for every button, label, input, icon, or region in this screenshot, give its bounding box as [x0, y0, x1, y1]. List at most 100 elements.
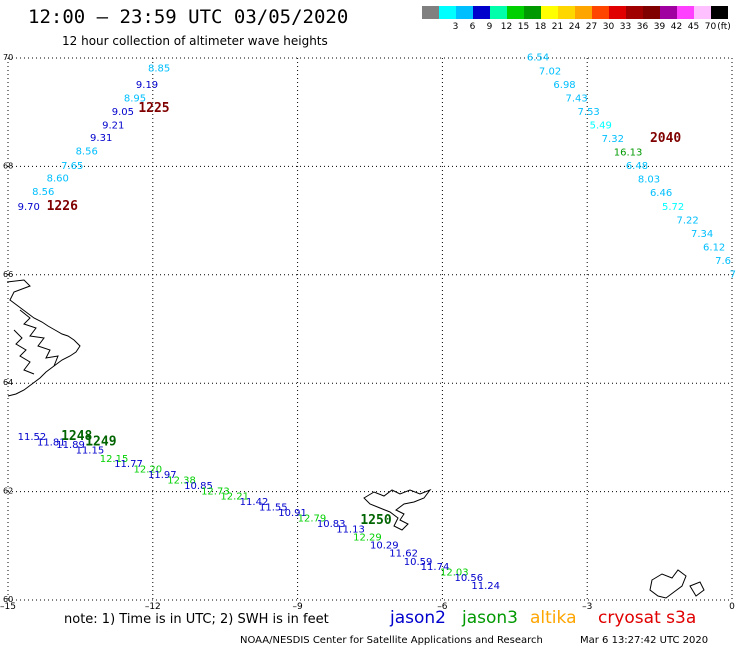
- color-scale-tick: 39: [653, 22, 666, 32]
- generated-timestamp: Mar 6 13:27:42 UTC 2020: [580, 635, 709, 646]
- wave-height-value: 7.34: [691, 229, 713, 240]
- wave-height-value: 10.59: [404, 557, 433, 568]
- color-swatch: [456, 6, 473, 19]
- footnote: note: 1) Time is in UTC; 2) SWH is in fe…: [64, 612, 329, 627]
- wave-height-value: 7.02: [539, 66, 561, 77]
- wave-height-value: 10.85: [184, 481, 213, 492]
- wave-height-value: 9.31: [90, 133, 112, 144]
- longitude-label: –6: [437, 602, 448, 612]
- wave-height-value: 12.15: [100, 454, 129, 465]
- wave-height-value: 12.03: [440, 568, 469, 579]
- wave-height-value: 6.48: [626, 161, 648, 172]
- color-swatch: [626, 6, 643, 19]
- pass-time-label: 1250: [360, 513, 391, 528]
- color-scale-tick: 36: [636, 22, 649, 32]
- color-scale-tick: 27: [585, 22, 598, 32]
- pass-time-label: 2040: [650, 131, 681, 146]
- color-scale-tick: 30: [602, 22, 615, 32]
- wave-height-value: 7.43: [565, 93, 587, 104]
- color-scale-tick: 15: [517, 22, 530, 32]
- wave-height-value: 11.55: [259, 503, 288, 514]
- color-swatch: [592, 6, 609, 19]
- color-swatch: [439, 6, 456, 19]
- legend-cryosat-s3a: cryosat s3a: [598, 608, 697, 628]
- wave-height-value: 12.73: [201, 486, 230, 497]
- color-scale-tick: 42: [670, 22, 683, 32]
- color-scale-tick: 3: [452, 22, 459, 32]
- wave-height-value: 10.91: [278, 508, 307, 519]
- wave-height-value: 8.60: [47, 174, 69, 185]
- wave-height-value: 7.6: [715, 256, 731, 267]
- wave-height-value: 5.49: [590, 120, 612, 131]
- wave-height-value: 12.29: [353, 532, 382, 543]
- color-swatch: [660, 6, 677, 19]
- pass-time-label: 1248: [61, 429, 92, 444]
- color-scale-tick: 70: [704, 22, 717, 32]
- longitude-label: 0: [729, 602, 735, 612]
- color-swatch: [422, 6, 439, 19]
- wave-height-value: 16.13: [614, 148, 643, 159]
- color-swatch: [643, 6, 660, 19]
- wave-height-value: 7.65: [61, 161, 83, 172]
- wave-height-value: 12.21: [220, 492, 249, 503]
- wave-height-value: 11.13: [336, 524, 365, 535]
- color-scale-tick: 18: [534, 22, 547, 32]
- color-swatch: [541, 6, 558, 19]
- coastlines: [6, 279, 705, 599]
- color-scale-tick: 9: [486, 22, 493, 32]
- color-swatch: [558, 6, 575, 19]
- color-scale-legend: 3 6 9 12 15 18 21 24 27 30 33 36 39 42 45 70 (ft): [422, 6, 740, 34]
- color-swatch: [524, 6, 541, 19]
- color-swatch: [507, 6, 524, 19]
- axis-labels: 70 68 66 64 62 60–15 –12 –9 –6 –3 0: [0, 53, 735, 612]
- wave-height-value: 10.83: [317, 519, 346, 530]
- color-scale-unit: (ft): [717, 22, 731, 32]
- wave-height-value: 11.52: [18, 432, 47, 443]
- color-swatch: [694, 6, 711, 19]
- color-scale-tick: 24: [568, 22, 581, 32]
- wave-height-value: 8.95: [124, 93, 146, 104]
- wave-height-value: 9.21: [102, 120, 124, 131]
- legend-jason3: jason3: [462, 608, 518, 628]
- wave-height-value: 5.72: [662, 202, 684, 213]
- color-scale-tick: 12: [500, 22, 513, 32]
- iceland-coast: [6, 279, 81, 397]
- wave-height-value: 11.81: [37, 438, 66, 449]
- graticule: [7, 57, 733, 601]
- wave-height-value: 9.19: [136, 80, 158, 91]
- pass-time-label: 1226: [47, 199, 78, 214]
- wave-height-value: 6.54: [527, 53, 549, 64]
- wave-height-value: 11.15: [76, 446, 105, 457]
- wave-height-value: 11.97: [148, 470, 177, 481]
- color-swatch: [677, 6, 694, 19]
- latitude-label: 70: [3, 53, 13, 62]
- wave-height-value: 6.12: [703, 242, 725, 253]
- wave-height-value: 8.03: [638, 175, 660, 186]
- color-swatch: [473, 6, 490, 19]
- wave-height-value: 12.79: [298, 513, 327, 524]
- wave-height-value: 9.70: [18, 202, 40, 213]
- legend-altika: altika: [530, 608, 577, 628]
- wave-height-value: 7: [730, 270, 736, 281]
- color-swatch: [575, 6, 592, 19]
- iceland-fjords: [13, 309, 59, 375]
- wave-height-value: 6.98: [553, 80, 575, 91]
- wave-height-value: 7.32: [602, 134, 624, 145]
- longitude-label: –9: [292, 602, 303, 612]
- latitude-label: 68: [3, 161, 13, 170]
- wave-height-value: 6.46: [650, 188, 672, 199]
- wave-height-value: 11.42: [240, 497, 269, 508]
- longitude-label: –12: [145, 602, 161, 612]
- latitude-label: 66: [3, 270, 13, 279]
- wave-height-value: 12.20: [133, 465, 162, 476]
- faroe-islands: [363, 488, 432, 531]
- wave-height-value: 8.85: [148, 64, 170, 75]
- color-swatch: [711, 6, 728, 19]
- pass-time-label: 1225: [138, 101, 169, 116]
- wave-height-value: 7.22: [676, 215, 698, 226]
- wave-height-value: 11.62: [389, 549, 418, 560]
- color-scale-tick: 6: [469, 22, 476, 32]
- pass-time-label: 1249: [85, 435, 116, 450]
